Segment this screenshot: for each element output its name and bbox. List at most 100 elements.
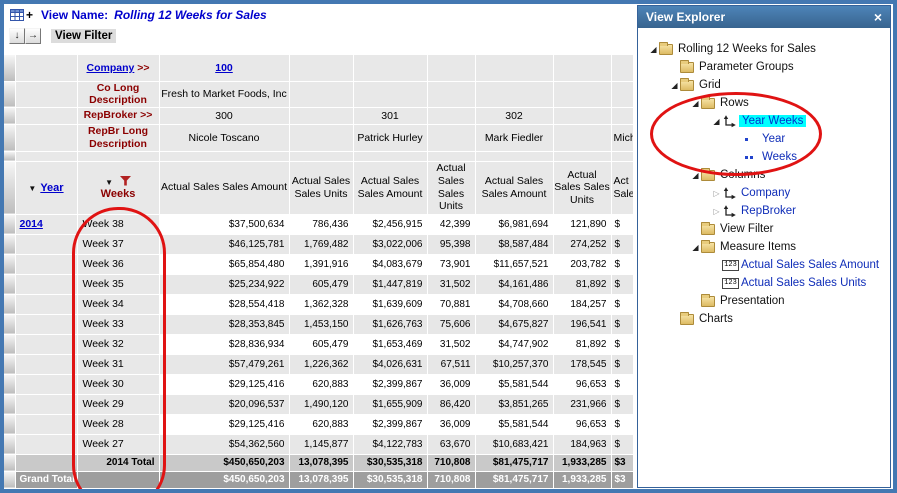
close-icon[interactable]: × (873, 9, 882, 25)
tree-item-columns[interactable]: ◢ Columns (638, 166, 890, 184)
empty-cell (353, 151, 428, 162)
tree-item-parameter-groups[interactable]: Parameter Groups (638, 58, 890, 76)
value-cell: 36,009 (427, 414, 476, 435)
row-handle[interactable] (4, 234, 16, 255)
year-header-link[interactable]: Year (40, 181, 64, 194)
tree-item-charts[interactable]: Charts (638, 310, 890, 328)
measure-header: Actual Sales Sales Amount (475, 161, 554, 215)
value-cell: $ (611, 394, 633, 415)
company-value-link[interactable]: 100 (215, 61, 233, 74)
co-long-label-cell: Co Long Description (77, 81, 160, 108)
value-cell: 184,257 (553, 294, 612, 315)
year-cell (15, 254, 78, 275)
row-handle[interactable] (4, 81, 16, 108)
tree-item-actual-sales-sales-units[interactable]: 123 Actual Sales Sales Units (638, 274, 890, 292)
folder-icon (659, 41, 676, 55)
expanded-arrow-icon[interactable]: ◢ (692, 170, 699, 180)
value-cell: 620,883 (289, 414, 354, 435)
company-suffix: >> (134, 61, 150, 74)
collapsed-arrow-icon[interactable]: ▷ (713, 188, 720, 198)
row-handle[interactable] (4, 55, 16, 82)
row-handle[interactable] (4, 314, 16, 335)
expanded-arrow-icon[interactable]: ◢ (650, 44, 657, 54)
row-handle[interactable] (4, 434, 16, 455)
empty-cell (289, 151, 354, 162)
empty-cell (77, 471, 160, 489)
value-cell: 605,479 (289, 334, 354, 355)
row-handle[interactable] (4, 107, 16, 125)
table-row: Week 31 $57,479,261 1,226,362 $4,026,631 67,… (4, 354, 633, 375)
value-cell: $25,234,922 (159, 274, 290, 295)
folder-icon (701, 95, 718, 109)
view-name-label: View Name: (41, 8, 109, 22)
tree-item-repbroker[interactable]: ▷ RepBroker (638, 202, 890, 220)
expanded-arrow-icon[interactable]: ◢ (692, 242, 699, 252)
year-cell (15, 354, 78, 375)
tree-item-weeks[interactable]: Weeks (638, 148, 890, 166)
row-handle[interactable] (4, 124, 16, 152)
row-handle[interactable] (4, 354, 16, 375)
row-handle[interactable] (4, 294, 16, 315)
folder-icon-shape (659, 41, 673, 55)
pivot-table: Company >> 100 Co Long Description Fre (4, 55, 633, 489)
empty-cell (15, 151, 78, 162)
table-row: Week 34 $28,554,418 1,362,328 $1,639,609 70,… (4, 294, 633, 315)
value-cell: $4,747,902 (475, 334, 554, 355)
value-cell: $29,125,416 (159, 414, 290, 435)
tree-item-view-filter[interactable]: View Filter (638, 220, 890, 238)
row-handle[interactable] (4, 274, 16, 295)
value-cell: $ (611, 274, 633, 295)
view-explorer-titlebar: View Explorer × (638, 6, 890, 28)
tree-item-measure-items[interactable]: ◢ Measure Items (638, 238, 890, 256)
tree-item-label: Year (762, 133, 786, 145)
total-value-cell: 13,078,395 (289, 471, 354, 489)
total-value-cell: $30,535,318 (353, 471, 428, 489)
expanded-arrow-icon[interactable]: ◢ (671, 80, 678, 90)
row-handle[interactable] (4, 471, 16, 489)
tree-item-actual-sales-sales-amount[interactable]: 123 Actual Sales Sales Amount (638, 256, 890, 274)
empty-cell (77, 151, 160, 162)
row-handle[interactable] (4, 254, 16, 275)
value-cell: 1,453,150 (289, 314, 354, 335)
explorer-tree: ◢ Rolling 12 Weeks for Sales Parameter Gro… (638, 28, 890, 328)
view-explorer-panel: View Explorer × ◢ Rolling 12 Weeks for Sa… (637, 5, 891, 488)
year-total-row: 2014 Total $450,650,203 13,078,395 $30,535,… (4, 454, 633, 472)
view-filter-bar: ↓ → View Filter (4, 26, 633, 46)
empty-cell (427, 107, 476, 125)
value-cell: $28,836,934 (159, 334, 290, 355)
row-handle[interactable] (4, 374, 16, 395)
expanded-arrow-icon[interactable]: ◢ (692, 98, 699, 108)
grid-plus-icon[interactable]: + (10, 8, 33, 22)
tree-item-rows[interactable]: ◢ Rows (638, 94, 890, 112)
tree-item-rolling-12-weeks-for-sales[interactable]: ◢ Rolling 12 Weeks for Sales (638, 40, 890, 58)
repbroker-row: RepBroker >> 300 301 302 (4, 107, 633, 125)
empty-cell (553, 124, 612, 152)
tree-item-company[interactable]: ▷ Company (638, 184, 890, 202)
row-handle[interactable] (4, 161, 16, 215)
value-cell: $4,675,827 (475, 314, 554, 335)
row-handle[interactable] (4, 151, 16, 162)
filter-funnel-icon[interactable] (119, 175, 131, 186)
week-label-cell: Week 28 (77, 414, 160, 435)
year-sort-icon[interactable]: ▼ (28, 183, 37, 193)
value-cell: $ (611, 214, 633, 235)
row-handle[interactable] (4, 214, 16, 235)
measure-header-partial: Act Sale (611, 161, 633, 215)
tree-item-presentation[interactable]: Presentation (638, 292, 890, 310)
tree-item-grid[interactable]: ◢ Grid (638, 76, 890, 94)
expanded-arrow-icon[interactable]: ◢ (713, 116, 720, 126)
collapsed-arrow-icon[interactable]: ▷ (713, 206, 720, 216)
weeks-sort-icon[interactable]: ▼ (105, 177, 113, 187)
tree-item-year-weeks[interactable]: ◢ Year Weeks (638, 112, 890, 130)
row-handle[interactable] (4, 334, 16, 355)
folder-icon (680, 311, 697, 325)
value-cell: $ (611, 434, 633, 455)
year-link[interactable]: 2014 (19, 218, 43, 230)
tree-item-year[interactable]: Year (638, 130, 890, 148)
row-handle[interactable] (4, 454, 16, 472)
move-right-button[interactable]: → (25, 28, 41, 44)
company-link[interactable]: Company (86, 61, 135, 74)
row-handle[interactable] (4, 414, 16, 435)
move-down-button[interactable]: ↓ (9, 28, 25, 44)
row-handle[interactable] (4, 394, 16, 415)
